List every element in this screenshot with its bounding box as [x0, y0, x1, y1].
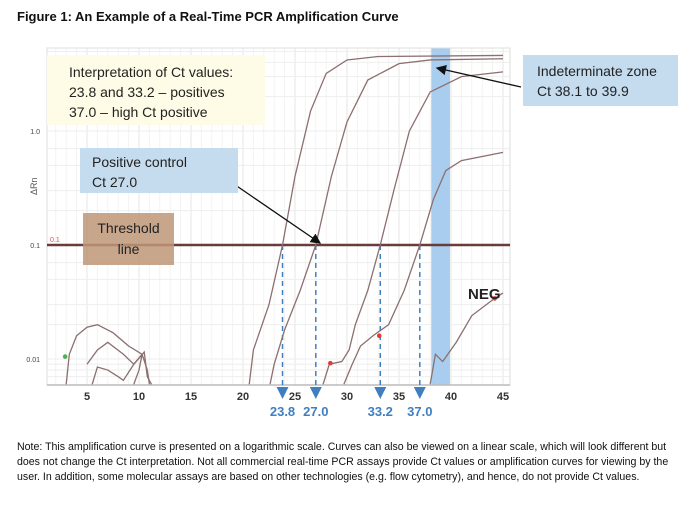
neg-label: NEG	[468, 286, 501, 303]
x-tick-label: 10	[133, 391, 145, 403]
ct-value-label: 27.0	[303, 404, 328, 419]
x-tick-label: 45	[497, 391, 509, 403]
x-tick-label: 15	[185, 391, 197, 403]
amplification-curve	[248, 54, 504, 385]
interpretation-line-1: Interpretation of Ct values:	[69, 64, 234, 80]
amplification-curve	[91, 350, 153, 385]
threshold-box: Threshold line	[83, 213, 174, 265]
data-point-marker	[492, 296, 497, 301]
x-tick-label: 40	[445, 391, 457, 403]
ct-value-label: 33.2	[368, 404, 393, 419]
indeterminate-zone	[431, 48, 450, 385]
amplification-curve	[343, 151, 504, 385]
ct-value-label: 37.0	[407, 404, 432, 419]
interpretation-box: Interpretation of Ct values: 23.8 and 33…	[47, 55, 265, 125]
data-point-marker	[62, 354, 68, 359]
amplification-curve	[322, 71, 504, 385]
amplification-curve	[269, 58, 504, 385]
positive-control-box: Positive control Ct 27.0	[80, 148, 238, 193]
threshold-value-label: 0.1	[50, 237, 60, 244]
amplification-curve	[429, 292, 504, 385]
data-point-marker	[328, 360, 333, 366]
interpretation-line-3: 37.0 – high Ct positive	[69, 104, 208, 120]
x-tick-label: 30	[341, 391, 353, 403]
indeterminate-zone-box: Indeterminate zone Ct 38.1 to 39.9	[523, 55, 678, 106]
indeterminate-line-1: Indeterminate zone	[537, 63, 657, 79]
x-tick-label: 35	[393, 391, 405, 403]
y-tick-label: 0.01	[26, 357, 40, 364]
figure-title: Figure 1: An Example of a Real-Time PCR …	[17, 9, 399, 24]
ct-value-label: 23.8	[270, 404, 295, 419]
threshold-line-1: Threshold	[97, 220, 160, 236]
x-tick-label: 20	[237, 391, 249, 403]
threshold-line-2: line	[117, 241, 140, 257]
positive-control-arrow	[227, 179, 322, 244]
positive-control-line-1: Positive control	[92, 154, 187, 170]
x-tick-label: 5	[84, 391, 90, 403]
amplification-curve	[86, 341, 143, 385]
indeterminate-arrow	[435, 64, 522, 88]
y-tick-label: 0.1	[30, 243, 40, 250]
y-tick-label: 1.0	[30, 129, 40, 136]
data-point-marker	[376, 333, 382, 339]
amplification-curve	[65, 323, 151, 385]
positive-control-line-2: Ct 27.0	[92, 174, 138, 190]
footnote: Note: This amplification curve is presen…	[17, 441, 669, 483]
indeterminate-line-2: Ct 38.1 to 39.9	[537, 83, 629, 99]
y-axis-label: ΔRn	[29, 177, 39, 195]
interpretation-line-2: 23.8 and 33.2 – positives	[69, 84, 225, 100]
x-tick-label: 25	[289, 391, 301, 403]
